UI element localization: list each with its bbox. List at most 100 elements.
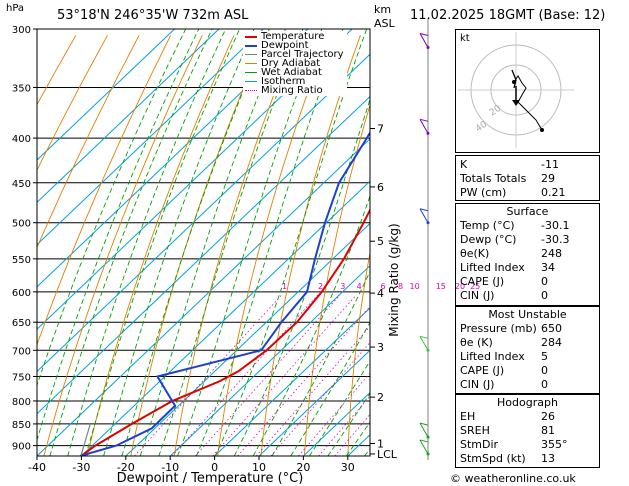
dry-adiabat xyxy=(86,35,235,456)
most-unstable-value: 0 xyxy=(541,378,548,391)
pressure-tick-label: 350 xyxy=(12,83,31,94)
dry-adiabat xyxy=(130,35,267,456)
isotherm xyxy=(214,307,370,456)
mixing-ratio-label: 1 xyxy=(282,282,287,291)
wet-adiabat xyxy=(158,29,304,456)
hodograph-label: StmSpd (kt) xyxy=(460,452,526,465)
isotherm xyxy=(37,29,309,288)
mixing-ratio-line xyxy=(212,294,357,456)
hodograph-row: StmSpd (kt) 13 xyxy=(456,452,599,466)
most-unstable-row: Pressure (mb) 650 xyxy=(456,322,599,336)
temp-tick-label: -20 xyxy=(117,461,135,474)
wind-barb-flag xyxy=(419,208,429,212)
wet-adiabat xyxy=(103,29,255,456)
most-unstable-row: CAPE (J) 0 xyxy=(456,364,599,378)
pressure-tick-label: 600 xyxy=(12,288,31,299)
legend-swatch xyxy=(245,54,257,55)
sounding-lines xyxy=(79,130,370,456)
legend-swatch xyxy=(245,63,257,64)
isotherm xyxy=(37,29,353,330)
surface-label: Lifted Index xyxy=(460,261,525,274)
hodograph-title: Hodograph xyxy=(497,396,558,409)
index-label: Totals Totals xyxy=(460,172,527,185)
km-tick-label: 3 xyxy=(377,341,384,354)
surface-value: -30.3 xyxy=(541,233,570,246)
index-value: 29 xyxy=(541,172,555,185)
legend-item: Temperature xyxy=(245,32,344,42)
isotherm xyxy=(169,265,370,456)
dry-adiabat xyxy=(303,103,370,456)
pressure-tick-label: 900 xyxy=(12,442,31,453)
wind-barb-flag xyxy=(419,335,429,339)
km-unit-label: km xyxy=(374,3,392,16)
wind-barb-base xyxy=(426,131,430,135)
mixing-ratio-axis-label: Mixing Ratio (g/kg) xyxy=(387,223,401,336)
most-unstable-label: Pressure (mb) xyxy=(460,322,537,335)
temp-tick-label: 10 xyxy=(252,461,266,474)
background-lines xyxy=(37,29,370,456)
pressure-tick-label: 400 xyxy=(12,134,31,145)
legend-swatch xyxy=(245,35,257,38)
hodograph-value: 355° xyxy=(541,438,568,451)
dry-adiabat xyxy=(37,35,108,172)
surface-value: -30.1 xyxy=(541,219,570,232)
surface-row: Temp (°C) -30.1 xyxy=(456,219,599,233)
legend: Temperature Dewpoint Parcel Trajectory Dry … xyxy=(243,31,347,96)
most-unstable-label: CAPE (J) xyxy=(460,364,505,377)
most-unstable-row: Lifted Index 5 xyxy=(456,350,599,364)
km-tick-label: 2 xyxy=(377,391,384,404)
legend-swatch xyxy=(245,81,257,82)
pressure-tick-label: 850 xyxy=(12,420,31,431)
legend-label: Isotherm xyxy=(261,76,306,87)
legend-label: Wet Adiabat xyxy=(261,67,322,78)
legend-label: Parcel Trajectory xyxy=(261,49,344,60)
pressure-tick-label: 500 xyxy=(12,219,31,230)
most-unstable-value: 5 xyxy=(541,350,548,363)
wind-barb xyxy=(419,33,429,48)
wet-adiabat xyxy=(121,29,270,456)
wet-adiabat xyxy=(85,29,241,456)
index-label: K xyxy=(460,158,468,171)
km-tick-label: 4 xyxy=(377,287,384,300)
wind-barb xyxy=(419,422,429,438)
wind-barb-base xyxy=(426,348,430,352)
hodograph-ring-40: 40 xyxy=(474,120,489,135)
surface-label: CAPE (J) xyxy=(460,275,505,288)
surface-row: CAPE (J) 0 xyxy=(456,275,599,289)
mixing-ratio-label: 2 xyxy=(318,282,323,291)
wind-barb-base xyxy=(426,452,430,456)
surface-row: Dewp (°C) -30.3 xyxy=(456,233,599,247)
most-unstable-panel: Most Unstable Pressure (mb) 650 θe (K) 284 Li… xyxy=(455,306,600,394)
plot-frame xyxy=(36,28,371,457)
wind-barbs xyxy=(419,18,430,460)
hodograph-value: 26 xyxy=(541,410,555,423)
surface-value: 34 xyxy=(541,261,555,274)
pressure-tick-label: 700 xyxy=(12,346,31,357)
index-value: -11 xyxy=(541,158,559,171)
hodograph-label: StmDir xyxy=(460,438,499,451)
dry-adiabat xyxy=(37,35,172,346)
hodograph-ring-20: 20 xyxy=(488,104,503,119)
most-unstable-label: Lifted Index xyxy=(460,350,525,363)
datetime-title: 11.02.2025 18GMT (Base: 12) xyxy=(410,8,606,23)
dry-adiabat xyxy=(217,35,330,456)
wind-barb-base xyxy=(426,221,430,225)
isotherm xyxy=(37,53,370,373)
legend-label: Mixing Ratio xyxy=(261,85,323,96)
hodograph-table-panel: Hodograph EH 26 SREH 81 StmDir 355° StmSpd (kt)… xyxy=(455,394,600,468)
wet-adiabat xyxy=(67,29,227,456)
mixing-ratio-line xyxy=(134,294,282,456)
hodograph-row: EH 26 xyxy=(456,410,599,424)
hodograph-label: EH xyxy=(460,410,476,423)
mixing-ratio-label: 3 xyxy=(340,282,345,291)
surface-value: 248 xyxy=(541,247,562,260)
hodograph-value: 13 xyxy=(541,452,555,465)
surface-row: θe(K) 248 xyxy=(456,247,599,261)
wind-barb-flag xyxy=(419,422,429,426)
km-tick-label: 5 xyxy=(377,235,384,248)
pressure-tick-label: 750 xyxy=(12,372,31,383)
mixing-ratio-line xyxy=(237,305,370,456)
surface-title: Surface xyxy=(506,205,549,218)
